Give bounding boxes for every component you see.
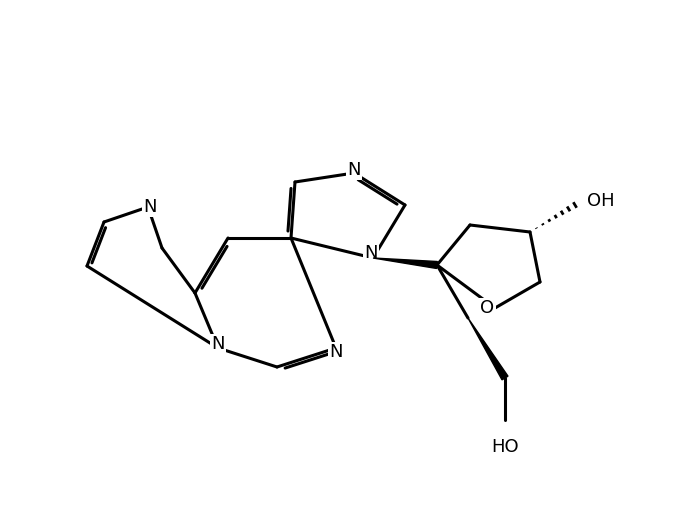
Polygon shape (373, 258, 437, 268)
Text: N: N (212, 335, 225, 353)
Text: OH: OH (587, 192, 615, 210)
Polygon shape (468, 318, 508, 380)
Text: N: N (347, 161, 361, 179)
Text: HO: HO (491, 438, 519, 456)
Text: N: N (364, 244, 378, 262)
Text: N: N (329, 343, 342, 361)
Text: O: O (480, 299, 494, 317)
Text: N: N (143, 198, 157, 216)
